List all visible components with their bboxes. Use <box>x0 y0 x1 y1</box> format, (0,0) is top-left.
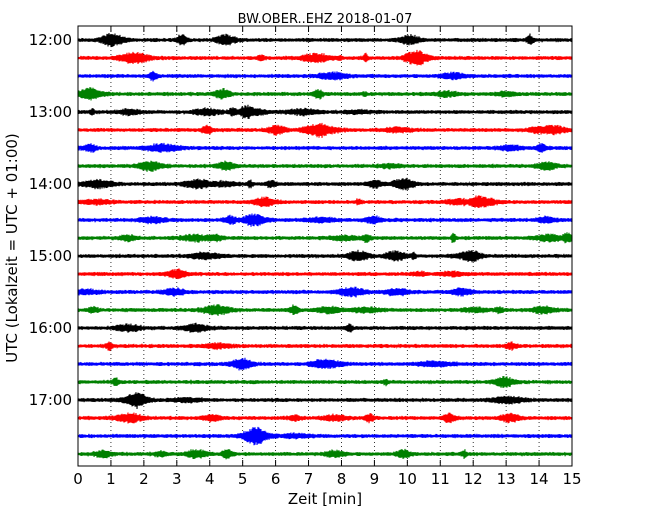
x-tick-label: 13 <box>497 470 516 488</box>
x-tick-label: 10 <box>398 470 417 488</box>
trace-1715 <box>77 412 573 424</box>
trace-1330 <box>77 142 573 153</box>
y-tick-label: 15:00 <box>29 247 72 265</box>
grid-layer <box>110 26 540 466</box>
trace-1430 <box>77 213 573 227</box>
trace-1215 <box>77 49 573 66</box>
trace-1515 <box>77 268 573 280</box>
trace-1600 <box>77 322 573 333</box>
y-tick-label: 12:00 <box>29 31 72 49</box>
plot-frame <box>77 25 573 467</box>
x-tick-label: 4 <box>205 470 215 488</box>
trace-1745 <box>77 448 573 460</box>
trace-1400 <box>77 177 573 191</box>
y-tick-label: 14:00 <box>29 175 72 193</box>
trace-1630 <box>77 357 573 371</box>
trace-1500 <box>77 249 573 263</box>
x-tick-label: 3 <box>172 470 182 488</box>
trace-1200 <box>77 32 573 48</box>
trace-layer <box>77 32 573 460</box>
trace-1730 <box>77 426 573 446</box>
y-tick-label: 13:00 <box>29 103 72 121</box>
chart-title: BW.OBER..EHZ 2018-01-07 <box>238 12 413 27</box>
tick-layer: 0 1 2 3 4 5 6 7 8 9 10 11 12 13 14 1512:0013:0014:0015:… <box>29 26 582 488</box>
trace-1645 <box>77 375 573 389</box>
trace-1415 <box>77 195 573 209</box>
trace-1315 <box>77 122 573 138</box>
x-tick-label: 6 <box>271 470 281 488</box>
trace-1245 <box>77 87 573 101</box>
trace-1545 <box>77 304 573 316</box>
y-tick-label: 17:00 <box>29 391 72 409</box>
trace-1230 <box>77 70 573 82</box>
trace-1345 <box>77 160 573 172</box>
x-tick-label: 5 <box>238 470 248 488</box>
x-tick-label: 0 <box>73 470 83 488</box>
x-axis-label: Zeit [min] <box>288 490 362 508</box>
trace-1445 <box>77 232 573 244</box>
x-tick-label: 7 <box>304 470 314 488</box>
x-tick-label: 1 <box>106 470 116 488</box>
trace-1615 <box>77 341 573 352</box>
x-tick-label: 12 <box>464 470 483 488</box>
x-tick-label: 9 <box>370 470 380 488</box>
trace-1700 <box>77 392 573 410</box>
trace-1530 <box>77 286 573 298</box>
y-axis-label: UTC (Lokalzeit = UTC + 01:00) <box>3 133 21 363</box>
x-tick-label: 11 <box>431 470 450 488</box>
x-tick-label: 2 <box>139 470 149 488</box>
y-tick-label: 16:00 <box>29 319 72 337</box>
x-tick-label: 15 <box>562 470 581 488</box>
x-tick-label: 8 <box>337 470 347 488</box>
trace-1300 <box>77 104 573 120</box>
x-tick-label: 14 <box>530 470 549 488</box>
